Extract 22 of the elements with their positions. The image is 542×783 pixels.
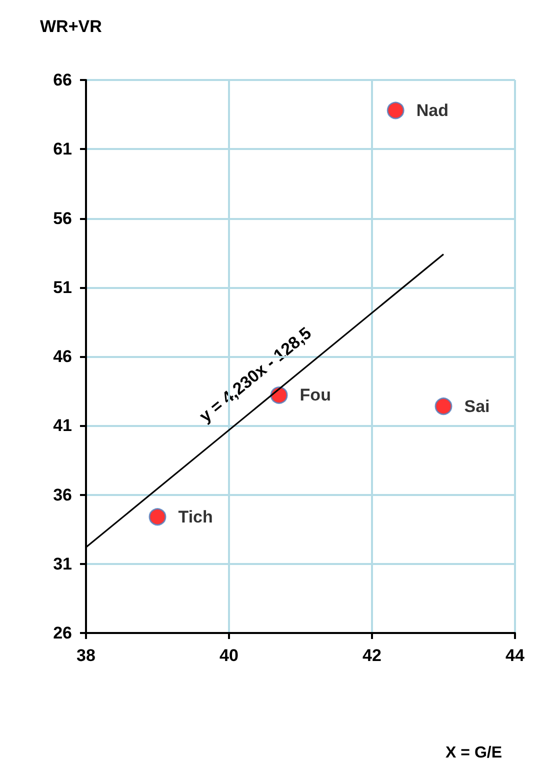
- y-axis-title: WR+VR: [40, 17, 102, 36]
- point: [386, 102, 404, 120]
- y-tick-label: 41: [53, 416, 72, 436]
- x-axis-title: X = G/E: [446, 744, 502, 762]
- y-tick-label: 31: [53, 554, 72, 574]
- series-label: Sai: [464, 396, 490, 416]
- series-label: Nad: [416, 100, 448, 120]
- series-label: Fou: [300, 386, 331, 405]
- x-tick-label: 42: [362, 646, 382, 665]
- x-tick-label: 38: [76, 646, 96, 665]
- y-tick-label: 36: [53, 485, 72, 504]
- y-tick-label: 66: [53, 70, 72, 90]
- series-label: Tich: [178, 507, 213, 526]
- point: [434, 398, 452, 416]
- y-tick-label: 26: [53, 624, 72, 642]
- y-tick-label: 51: [53, 278, 72, 297]
- y-tick-label: 46: [53, 347, 72, 366]
- x-tick-label: 40: [220, 646, 238, 665]
- y-tick-label: 56: [53, 208, 72, 228]
- x-tick-label: 44: [506, 646, 525, 665]
- y-tick-label: 61: [53, 140, 72, 159]
- point: [148, 508, 166, 526]
